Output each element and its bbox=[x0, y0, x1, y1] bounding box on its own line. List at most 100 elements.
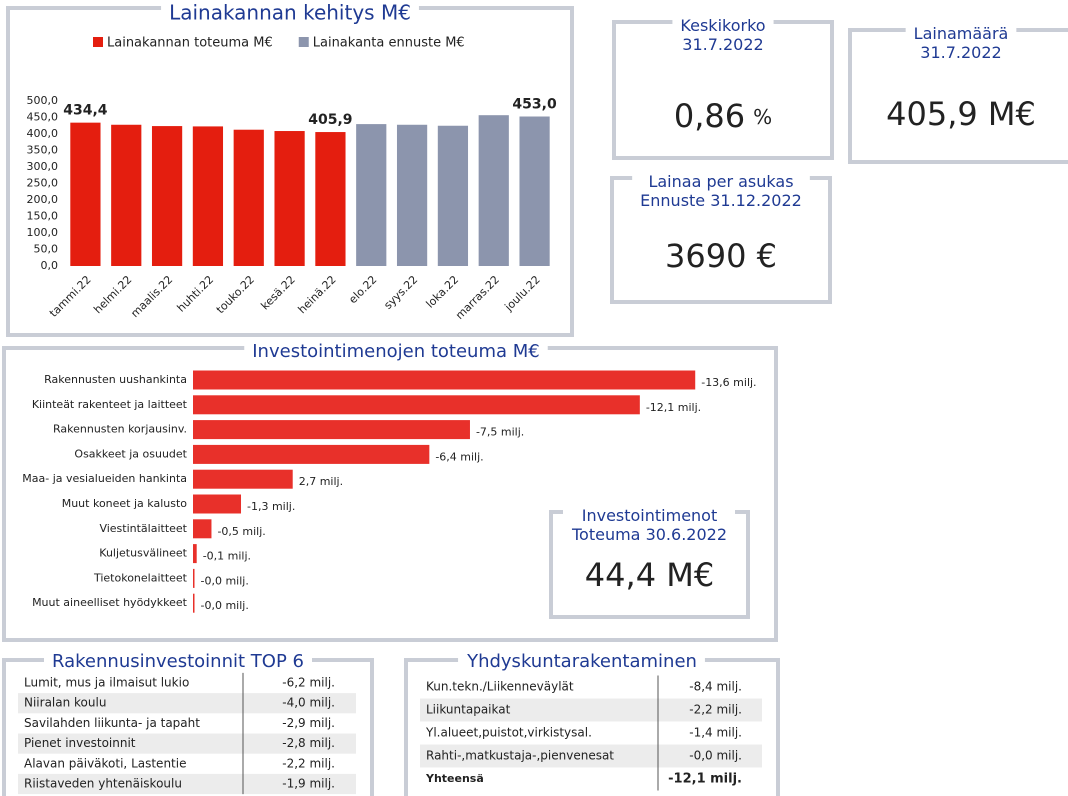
row-shade bbox=[420, 744, 762, 768]
title-background bbox=[44, 651, 312, 672]
y-tick-label: 150,0 bbox=[27, 210, 59, 223]
y-tick-label: 50,0 bbox=[34, 243, 59, 256]
kpi-title-line: Lainamäärä bbox=[914, 24, 1009, 43]
bar bbox=[315, 132, 346, 266]
row-value: -2,9 milj. bbox=[282, 716, 335, 730]
total-label: Yhteensä bbox=[425, 772, 484, 785]
row-value: -6,2 milj. bbox=[282, 676, 335, 690]
kpi-title-line: Toteuma 30.6.2022 bbox=[571, 525, 727, 544]
row-label: Riistaveden yhtenäiskoulu bbox=[24, 777, 182, 791]
y-tick-label: 400,0 bbox=[27, 127, 59, 140]
kpi-title: Investointimenot Toteuma 30.6.2022 bbox=[571, 506, 727, 544]
x-tick-label: kesä.22 bbox=[258, 273, 297, 312]
row-label: Rahti-,matkustaja-,pienvenesat bbox=[426, 749, 614, 763]
legend-swatch bbox=[298, 37, 309, 47]
value-label: 434,4 bbox=[63, 103, 108, 119]
y-tick-label: 200,0 bbox=[27, 193, 59, 206]
bar bbox=[192, 126, 224, 266]
row-shade bbox=[420, 698, 762, 722]
row-shade bbox=[18, 773, 356, 795]
value-label: 2,7 milj. bbox=[299, 475, 343, 488]
row-shade bbox=[18, 733, 356, 754]
legend-label: Lainakanta ennuste M€ bbox=[313, 36, 465, 51]
kpi-title-line: Investointimenot bbox=[582, 506, 718, 525]
value-label: -7,5 milj. bbox=[476, 426, 524, 439]
bar bbox=[437, 125, 469, 266]
y-tick-label: 500,0 bbox=[27, 94, 59, 107]
title-background bbox=[562, 505, 736, 544]
bar bbox=[519, 116, 550, 266]
row-value: -2,2 milj. bbox=[282, 756, 335, 770]
row-value: -2,2 milj. bbox=[689, 703, 742, 717]
value-label: -0,0 milj. bbox=[201, 574, 249, 587]
panel-title: Yhdyskuntarakentaminen bbox=[466, 651, 697, 672]
category-label: Rakennusten uushankinta bbox=[44, 373, 187, 386]
title-background bbox=[458, 651, 705, 672]
bar bbox=[193, 593, 195, 613]
bar bbox=[193, 420, 470, 440]
bar bbox=[151, 126, 183, 266]
kpi-title: Lainamäärä 31.7.2022 bbox=[914, 24, 1009, 62]
y-tick-label: 300,0 bbox=[27, 160, 59, 173]
row-label: Yl.alueet,puistot,virkistysal. bbox=[425, 726, 592, 740]
kpi-title-line: 31.7.2022 bbox=[682, 35, 763, 54]
title-background bbox=[905, 23, 1017, 62]
kpi-number: 3690 € bbox=[665, 237, 777, 275]
kpi-number: 44,4 M€ bbox=[585, 556, 714, 594]
value-label: -6,4 milj. bbox=[435, 450, 483, 463]
title-background bbox=[161, 0, 419, 25]
y-tick-label: 100,0 bbox=[27, 226, 59, 239]
kpi-number: 405,9 M€ bbox=[886, 95, 1036, 133]
kpi-number: 0,86 bbox=[674, 97, 745, 135]
category-label: Maa- ja vesialueiden hankinta bbox=[22, 472, 187, 485]
x-tick-label: elo.22 bbox=[346, 273, 379, 306]
x-tick-label: syys.22 bbox=[381, 273, 420, 312]
category-label: Kiinteät rakenteet ja laitteet bbox=[32, 398, 188, 411]
y-tick-label: 250,0 bbox=[27, 177, 59, 190]
kpi-title-line: 31.7.2022 bbox=[920, 43, 1001, 62]
value-label: -0,5 milj. bbox=[217, 525, 265, 538]
legend-swatch bbox=[93, 37, 103, 47]
row-label: Kun.tekn./Liikenneväylät bbox=[426, 680, 574, 694]
row-label: Niiralan koulu bbox=[24, 696, 106, 710]
bar bbox=[193, 568, 195, 588]
value-label: -12,1 milj. bbox=[646, 401, 701, 414]
category-label: Osakkeet ja osuudet bbox=[74, 447, 187, 460]
value-label: -0,0 milj. bbox=[201, 599, 249, 612]
row-value: -0,0 milj. bbox=[689, 749, 742, 763]
kpi-title-line: Lainaa per asukas bbox=[648, 172, 793, 191]
bar bbox=[356, 124, 387, 266]
category-label: Kuljetusvälineet bbox=[99, 547, 187, 560]
row-label: Lumit, mus ja ilmaisut lukio bbox=[24, 676, 189, 690]
kpi-unit: % bbox=[753, 105, 772, 129]
kpi-value: 3690 € bbox=[665, 237, 777, 275]
kpi-value: 405,9 M€ bbox=[886, 95, 1036, 133]
y-tick-label: 450,0 bbox=[27, 111, 59, 124]
bar bbox=[274, 131, 305, 266]
bar bbox=[233, 129, 264, 266]
value-label: 453,0 bbox=[512, 97, 557, 113]
y-tick-label: 0,0 bbox=[41, 259, 59, 272]
bar bbox=[193, 370, 696, 390]
bar bbox=[193, 544, 197, 564]
x-tick-label: joulu.22 bbox=[502, 273, 543, 314]
value-label: -0,1 milj. bbox=[203, 550, 251, 563]
category-label: Tietokonelaitteet bbox=[93, 571, 188, 584]
bar bbox=[193, 519, 212, 539]
title-background bbox=[672, 15, 774, 54]
bar bbox=[396, 124, 428, 266]
row-shade bbox=[18, 693, 356, 714]
kpi-title: Lainaa per asukas Ennuste 31.12.2022 bbox=[640, 172, 802, 210]
category-label: Muut aineelliset hyödykkeet bbox=[32, 596, 188, 609]
bar bbox=[70, 122, 101, 266]
row-value: -2,8 milj. bbox=[282, 736, 335, 750]
x-tick-label: heinä.22 bbox=[296, 273, 339, 316]
kpi-title-line: Ennuste 31.12.2022 bbox=[640, 191, 802, 210]
x-tick-label: helmi.22 bbox=[91, 273, 134, 316]
legend-label: Lainakannan toteuma M€ bbox=[107, 36, 273, 51]
value-label: 405,9 bbox=[308, 112, 352, 128]
title-background bbox=[244, 341, 548, 362]
panel-title: Investointimenojen toteuma M€ bbox=[252, 341, 539, 362]
panel-title: Rakennusinvestoinnit TOP 6 bbox=[52, 651, 304, 672]
